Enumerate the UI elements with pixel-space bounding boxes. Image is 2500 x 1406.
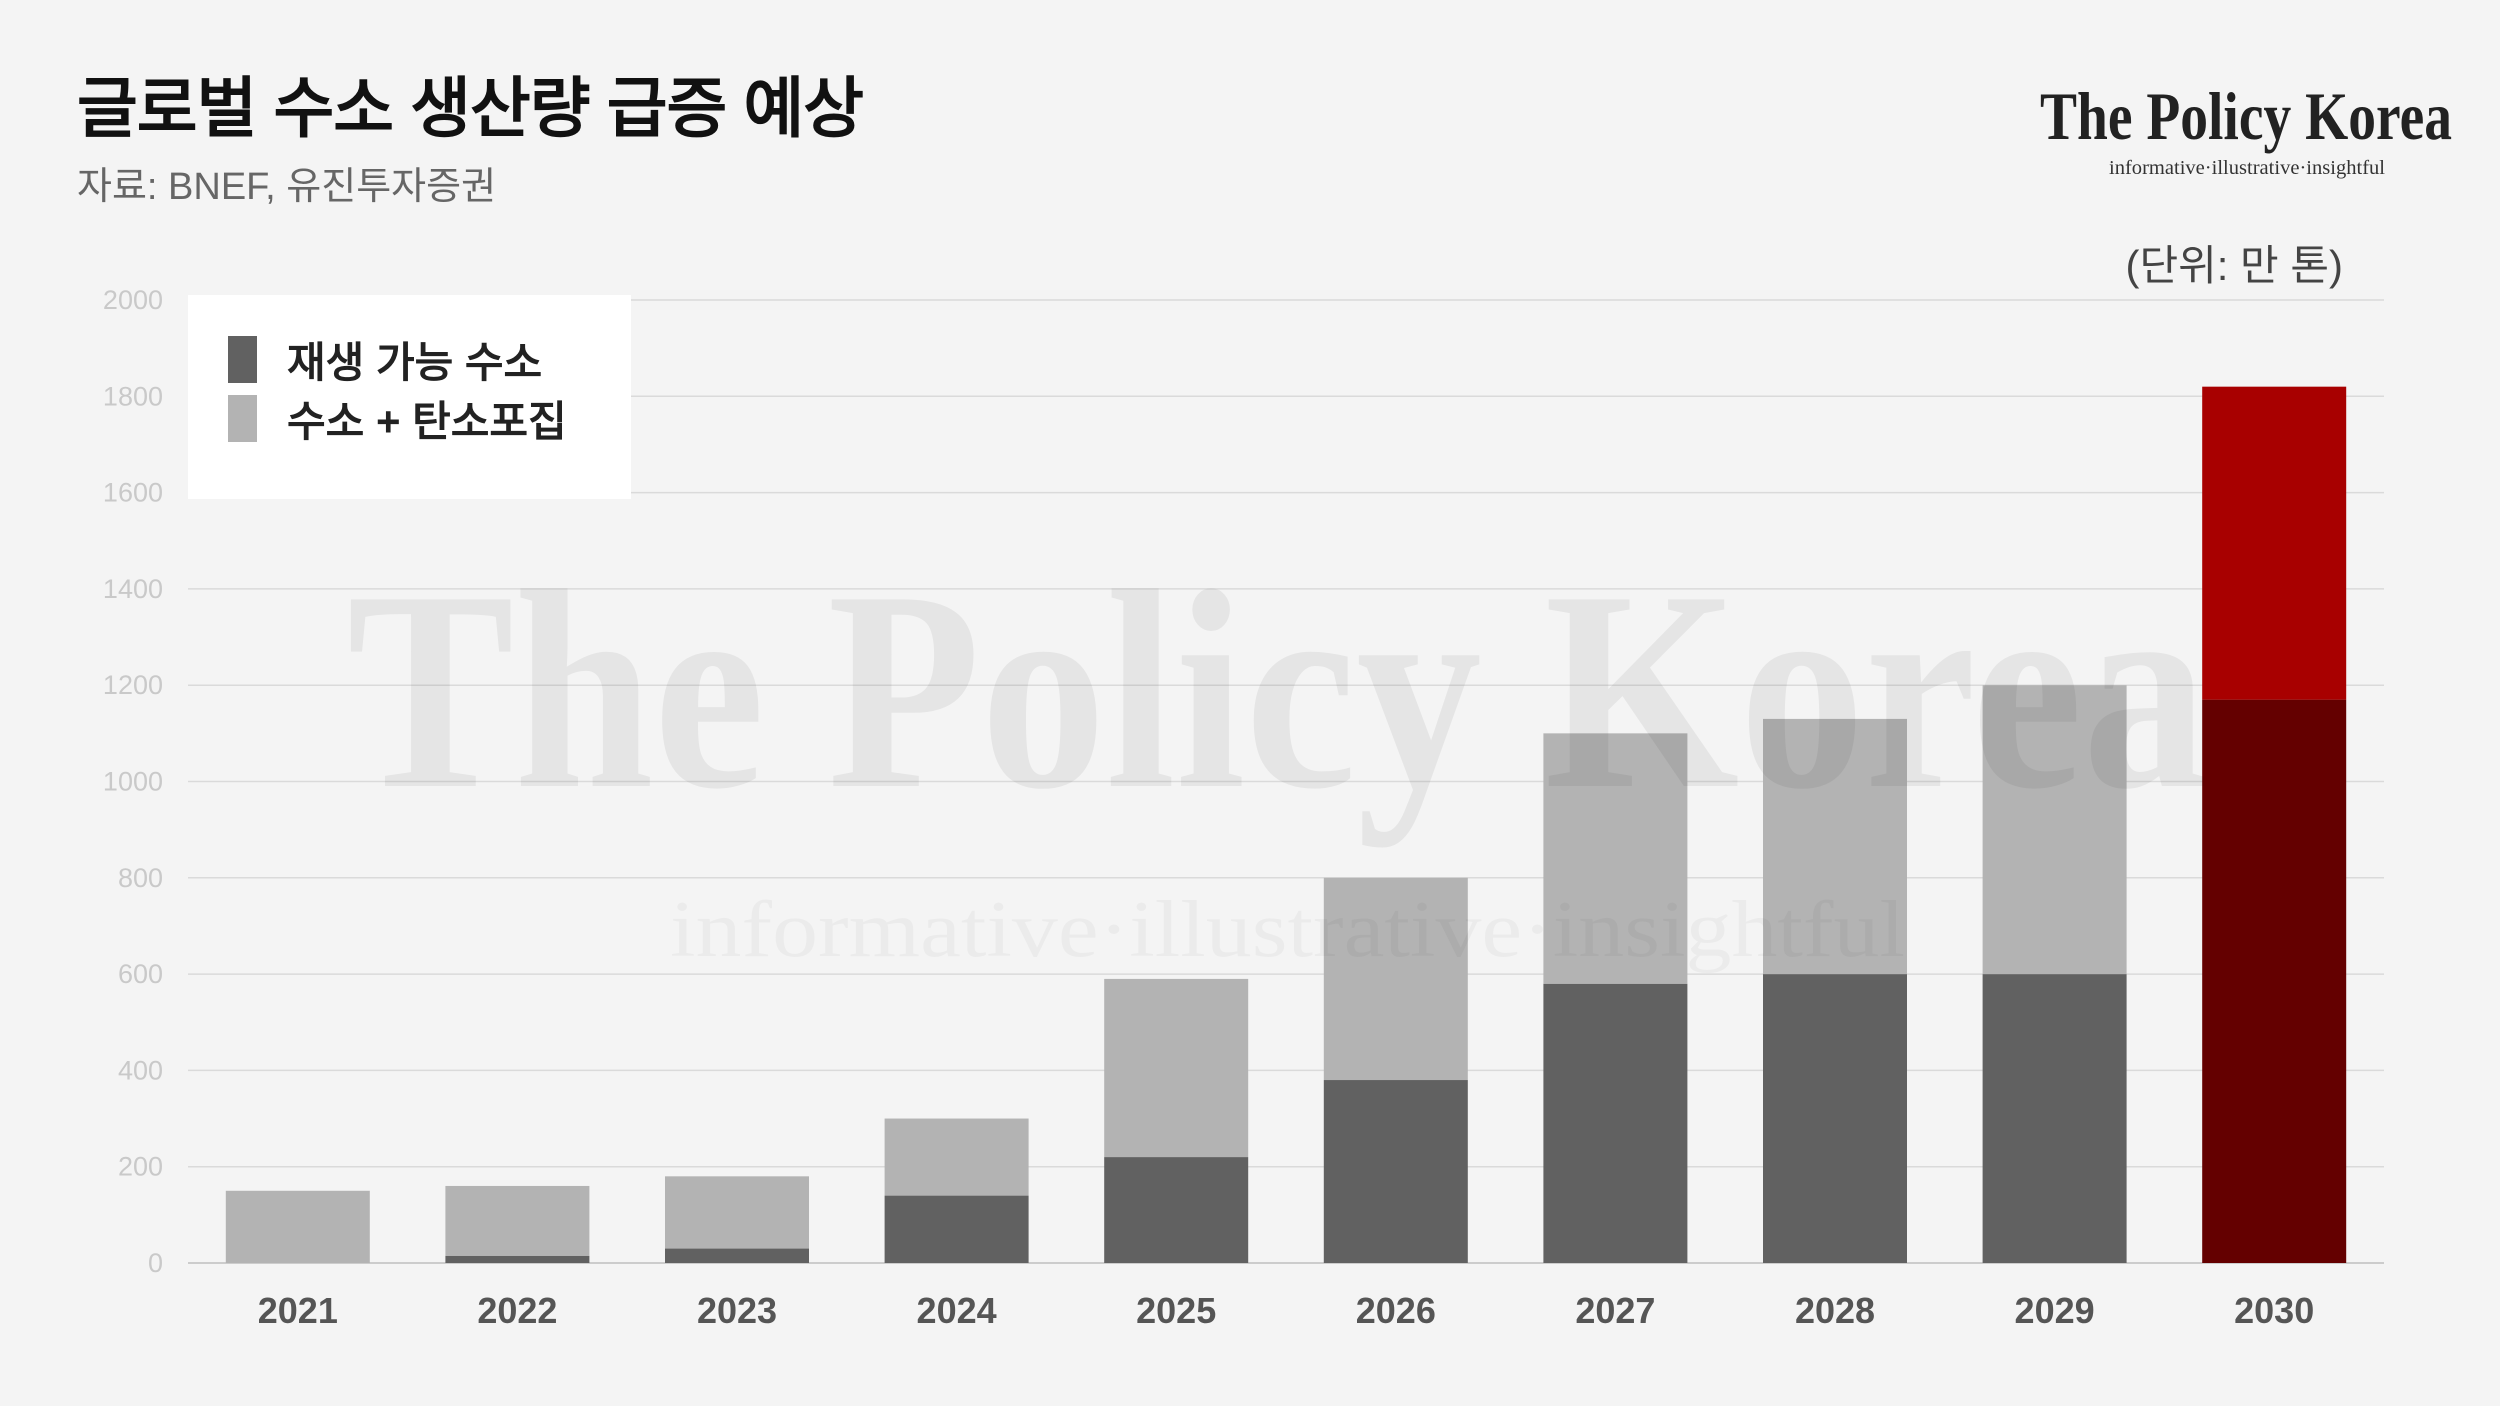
y-tick-label: 0 [148,1248,163,1278]
y-axis-labels: 0 200 400 600 800 1000 1200 1400 1600 1800 2000 [103,285,163,1278]
bar-renewable-hydrogen-2029 [1982,974,2127,1263]
y-tick-label: 1200 [103,670,163,700]
legend-item-hydrogen-ccs: 수소 + 탄소포집 [228,395,567,445]
y-tick-label: 800 [118,863,163,893]
bar-hydrogen-ccs-2025 [1104,978,1249,1158]
x-tick-label: 2028 [1795,1290,1875,1331]
legend-swatch [228,395,257,442]
bar-hydrogen-ccs-2030 [2202,386,2347,700]
x-tick-label: 2030 [2234,1290,2314,1331]
bars [225,386,2347,1263]
bar-hydrogen-ccs-2023 [665,1176,809,1249]
unit-label: (단위: 만 톤) [2125,242,2343,289]
x-tick-label: 2022 [477,1290,557,1331]
y-tick-label: 1600 [103,478,163,508]
x-axis-labels: 2021 2022 2023 2024 2025 2026 2027 2028 2029 2030 [258,1290,2314,1331]
bar-renewable-hydrogen-2027 [1543,983,1688,1263]
x-tick-label: 2029 [2015,1290,2095,1331]
bar-hydrogen-ccs-2029 [1982,685,2127,975]
bar-hydrogen-ccs-2028 [1763,718,1907,975]
x-tick-label: 2024 [917,1290,997,1331]
legend-swatch [228,336,257,383]
y-tick-label: 1400 [103,574,163,604]
chart-title: 글로벌 수소 생산량 급증 예상 [77,71,864,145]
legend-item-renewable-hydrogen: 재생 가능 수소 [228,336,542,386]
bar-renewable-hydrogen-2023 [665,1248,809,1263]
bar-hydrogen-ccs-2021 [225,1190,370,1263]
x-tick-label: 2025 [1136,1290,1216,1331]
y-tick-label: 2000 [103,285,163,315]
y-tick-label: 200 [118,1152,163,1182]
x-tick-label: 2027 [1575,1290,1655,1331]
bar-renewable-hydrogen-2026 [1323,1080,1468,1263]
bar-renewable-hydrogen-2024 [884,1195,1029,1263]
legend-label: 수소 + 탄소포집 [287,398,567,445]
bar-hydrogen-ccs-2026 [1323,877,1468,1081]
x-tick-label: 2021 [258,1290,338,1331]
x-tick-label: 2023 [697,1290,777,1331]
legend: 재생 가능 수소 수소 + 탄소포집 [188,295,631,499]
x-tick-label: 2026 [1356,1290,1436,1331]
bar-hydrogen-ccs-2027 [1543,733,1688,984]
bar-renewable-hydrogen-2022 [445,1255,590,1263]
y-tick-label: 600 [118,959,163,989]
bar-hydrogen-ccs-2024 [884,1118,1029,1196]
legend-label: 재생 가능 수소 [287,339,543,386]
y-tick-label: 400 [118,1055,163,1085]
bar-renewable-hydrogen-2025 [1104,1157,1249,1263]
source-note: 자료: BNEF, 유진투자증권 [77,166,497,208]
bar-renewable-hydrogen-2028 [1763,974,1907,1263]
bar-hydrogen-ccs-2022 [445,1185,590,1256]
y-tick-label: 1800 [103,381,163,411]
y-tick-label: 1000 [103,767,163,797]
bar-renewable-hydrogen-2030 [2202,699,2347,1263]
